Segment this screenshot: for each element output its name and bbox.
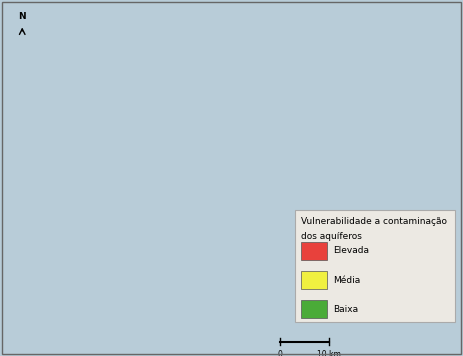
Text: Vulnerabilidade a contaminação: Vulnerabilidade a contaminação <box>301 217 447 226</box>
Text: Média: Média <box>333 276 360 285</box>
Bar <box>295 210 455 322</box>
Bar <box>301 271 327 289</box>
Text: N: N <box>19 12 26 21</box>
Bar <box>301 300 327 318</box>
Text: 0: 0 <box>278 350 282 356</box>
Text: Elevada: Elevada <box>333 246 369 256</box>
Text: Baixa: Baixa <box>333 305 358 314</box>
Text: dos aquíferos: dos aquíferos <box>301 232 362 241</box>
Bar <box>301 242 327 260</box>
Text: 10 km: 10 km <box>317 350 341 356</box>
